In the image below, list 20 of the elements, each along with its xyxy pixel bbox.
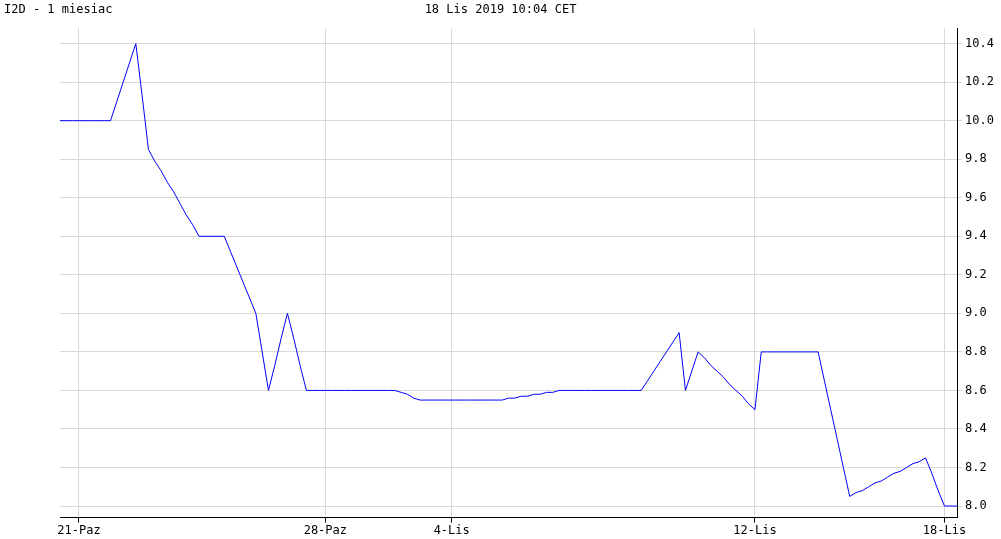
y-tick-label: 8.4 — [965, 421, 987, 436]
y-tick-label: 8.2 — [965, 459, 987, 474]
y-tick-label: 8.6 — [965, 382, 987, 397]
x-tick-label: 21-Paz — [57, 522, 101, 537]
chart-subtitle: 18 Lis 2019 10:04 CET — [424, 2, 577, 16]
y-tick-label: 10.2 — [965, 74, 995, 89]
y-tick-label: 9.6 — [965, 189, 987, 204]
y-tick-label: 9.2 — [965, 266, 987, 281]
y-tick-label: 8.0 — [965, 498, 987, 513]
x-tick-label: 28-Paz — [303, 522, 348, 537]
y-tick-label: 9.8 — [965, 151, 987, 166]
y-tick-label: 9.0 — [965, 305, 987, 320]
x-tick-label: 4-Lis — [433, 522, 470, 537]
y-tick-label: 9.4 — [965, 228, 987, 243]
x-tick-label: 12-Lis — [733, 522, 777, 537]
y-tick-label: 10.4 — [965, 35, 995, 50]
y-tick-label: 10.0 — [965, 112, 995, 127]
chart-title: I2D - 1 miesiac — [4, 2, 113, 16]
x-tick-label: 18-Lis — [922, 522, 967, 537]
y-tick-label: 8.8 — [965, 344, 987, 359]
